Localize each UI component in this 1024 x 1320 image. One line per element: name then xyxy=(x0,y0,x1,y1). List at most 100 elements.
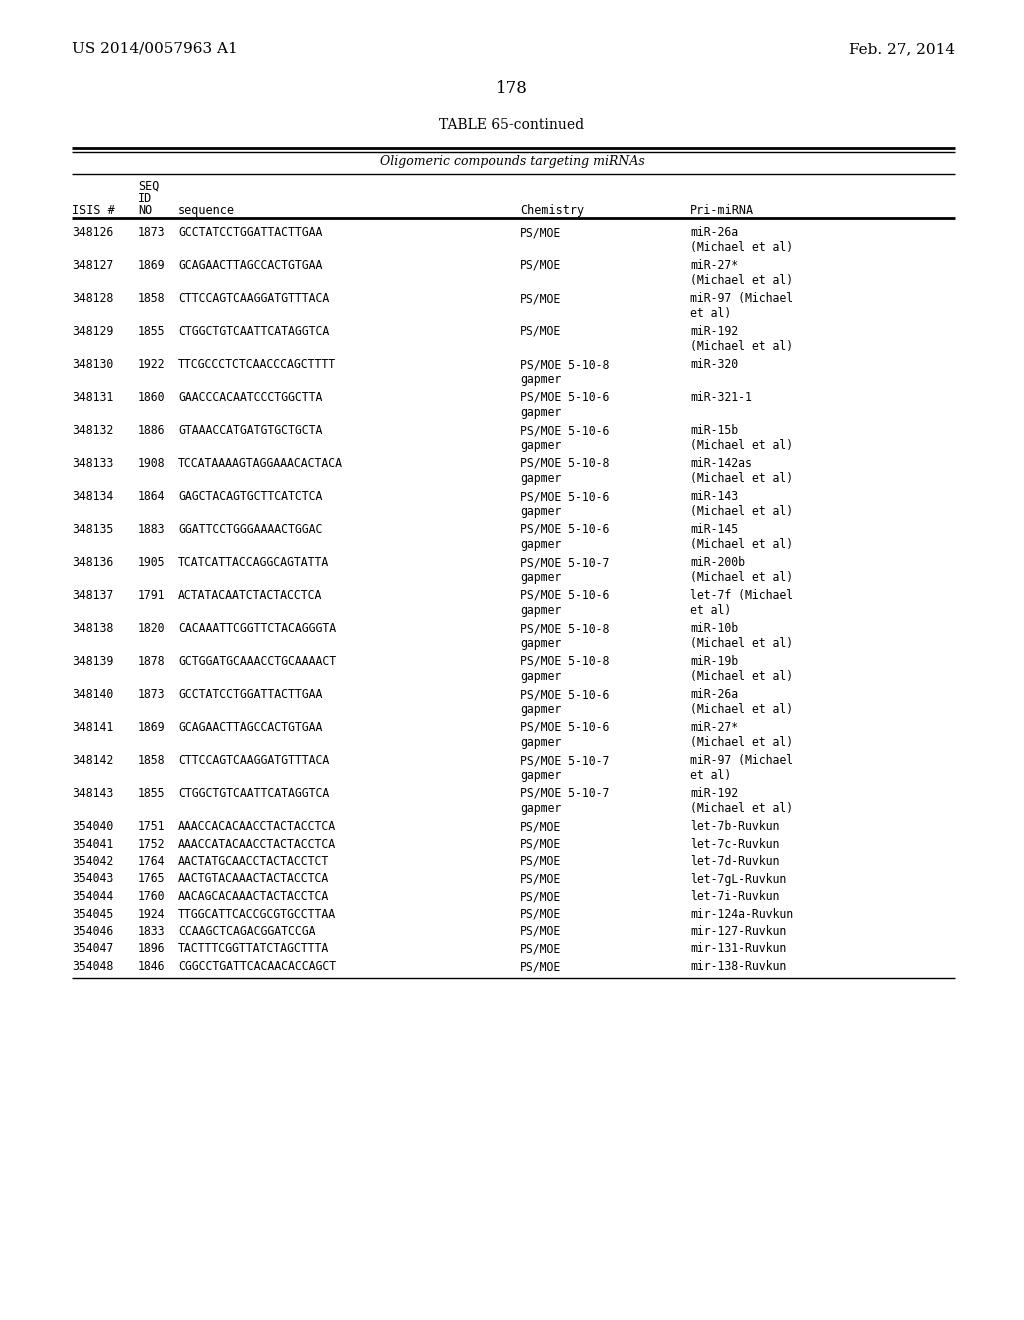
Text: PS/MOE 5-10-6
gapmer: PS/MOE 5-10-6 gapmer xyxy=(520,688,609,715)
Text: 1752: 1752 xyxy=(138,837,166,850)
Text: miR-26a
(Michael et al): miR-26a (Michael et al) xyxy=(690,226,794,253)
Text: PS/MOE 5-10-6
gapmer: PS/MOE 5-10-6 gapmer xyxy=(520,721,609,748)
Text: Feb. 27, 2014: Feb. 27, 2014 xyxy=(849,42,955,55)
Text: 348141: 348141 xyxy=(72,721,114,734)
Text: PS/MOE: PS/MOE xyxy=(520,908,561,920)
Text: GCAGAACTTAGCCACTGTGAA: GCAGAACTTAGCCACTGTGAA xyxy=(178,721,323,734)
Text: mir-124a-Ruvkun: mir-124a-Ruvkun xyxy=(690,908,794,920)
Text: AACTATGCAACCTACTACCTCT: AACTATGCAACCTACTACCTCT xyxy=(178,855,330,869)
Text: PS/MOE: PS/MOE xyxy=(520,837,561,850)
Text: 1869: 1869 xyxy=(138,259,166,272)
Text: GTAAACCATGATGTGCTGCTA: GTAAACCATGATGTGCTGCTA xyxy=(178,424,323,437)
Text: AACTGTACAAACTACTACCTCA: AACTGTACAAACTACTACCTCA xyxy=(178,873,330,886)
Text: PS/MOE 5-10-6
gapmer: PS/MOE 5-10-6 gapmer xyxy=(520,391,609,418)
Text: 1791: 1791 xyxy=(138,589,166,602)
Text: 1905: 1905 xyxy=(138,556,166,569)
Text: 354041: 354041 xyxy=(72,837,114,850)
Text: 1878: 1878 xyxy=(138,655,166,668)
Text: 1896: 1896 xyxy=(138,942,166,956)
Text: 348132: 348132 xyxy=(72,424,114,437)
Text: 348139: 348139 xyxy=(72,655,114,668)
Text: miR-143
(Michael et al): miR-143 (Michael et al) xyxy=(690,490,794,517)
Text: 348143: 348143 xyxy=(72,787,114,800)
Text: miR-27*
(Michael et al): miR-27* (Michael et al) xyxy=(690,721,794,748)
Text: 354042: 354042 xyxy=(72,855,114,869)
Text: CTGGCTGTCAATTCATAGGTCA: CTGGCTGTCAATTCATAGGTCA xyxy=(178,325,330,338)
Text: AAACCATACAACCTACTACCTCA: AAACCATACAACCTACTACCTCA xyxy=(178,837,336,850)
Text: miR-97 (Michael
et al): miR-97 (Michael et al) xyxy=(690,292,794,319)
Text: PS/MOE: PS/MOE xyxy=(520,292,561,305)
Text: NO: NO xyxy=(138,205,153,216)
Text: 1873: 1873 xyxy=(138,688,166,701)
Text: Oligomeric compounds targeting miRNAs: Oligomeric compounds targeting miRNAs xyxy=(380,154,644,168)
Text: 348128: 348128 xyxy=(72,292,114,305)
Text: PS/MOE 5-10-7
gapmer: PS/MOE 5-10-7 gapmer xyxy=(520,556,609,583)
Text: PS/MOE 5-10-6
gapmer: PS/MOE 5-10-6 gapmer xyxy=(520,589,609,616)
Text: 348135: 348135 xyxy=(72,523,114,536)
Text: 354045: 354045 xyxy=(72,908,114,920)
Text: let-7f (Michael
et al): let-7f (Michael et al) xyxy=(690,589,794,616)
Text: 348142: 348142 xyxy=(72,754,114,767)
Text: 354046: 354046 xyxy=(72,925,114,939)
Text: CTTCCAGTCAAGGATGTTTACA: CTTCCAGTCAAGGATGTTTACA xyxy=(178,754,330,767)
Text: 348137: 348137 xyxy=(72,589,114,602)
Text: 354048: 354048 xyxy=(72,960,114,973)
Text: PS/MOE: PS/MOE xyxy=(520,855,561,869)
Text: 354044: 354044 xyxy=(72,890,114,903)
Text: 354043: 354043 xyxy=(72,873,114,886)
Text: 1833: 1833 xyxy=(138,925,166,939)
Text: miR-320: miR-320 xyxy=(690,358,738,371)
Text: CCAAGCTCAGACGGATCCGA: CCAAGCTCAGACGGATCCGA xyxy=(178,925,315,939)
Text: mir-138-Ruvkun: mir-138-Ruvkun xyxy=(690,960,786,973)
Text: 348131: 348131 xyxy=(72,391,114,404)
Text: GCCTATCCTGGATTACTTGAA: GCCTATCCTGGATTACTTGAA xyxy=(178,226,323,239)
Text: PS/MOE 5-10-7
gapmer: PS/MOE 5-10-7 gapmer xyxy=(520,754,609,781)
Text: 354047: 354047 xyxy=(72,942,114,956)
Text: PS/MOE 5-10-8
gapmer: PS/MOE 5-10-8 gapmer xyxy=(520,622,609,649)
Text: 1760: 1760 xyxy=(138,890,166,903)
Text: sequence: sequence xyxy=(178,205,234,216)
Text: ID: ID xyxy=(138,191,153,205)
Text: CACAAATTCGGTTCTACAGGGTA: CACAAATTCGGTTCTACAGGGTA xyxy=(178,622,336,635)
Text: let-7d-Ruvkun: let-7d-Ruvkun xyxy=(690,855,779,869)
Text: miR-27*
(Michael et al): miR-27* (Michael et al) xyxy=(690,259,794,286)
Text: 1864: 1864 xyxy=(138,490,166,503)
Text: PS/MOE: PS/MOE xyxy=(520,925,561,939)
Text: PS/MOE 5-10-6
gapmer: PS/MOE 5-10-6 gapmer xyxy=(520,490,609,517)
Text: SEQ: SEQ xyxy=(138,180,160,193)
Text: miR-19b
(Michael et al): miR-19b (Michael et al) xyxy=(690,655,794,682)
Text: let-7i-Ruvkun: let-7i-Ruvkun xyxy=(690,890,779,903)
Text: 348136: 348136 xyxy=(72,556,114,569)
Text: 1869: 1869 xyxy=(138,721,166,734)
Text: PS/MOE: PS/MOE xyxy=(520,960,561,973)
Text: PS/MOE 5-10-7
gapmer: PS/MOE 5-10-7 gapmer xyxy=(520,787,609,814)
Text: Pri-miRNA: Pri-miRNA xyxy=(690,205,754,216)
Text: AAACCACACAACCTACTACCTCA: AAACCACACAACCTACTACCTCA xyxy=(178,820,336,833)
Text: 348138: 348138 xyxy=(72,622,114,635)
Text: 1924: 1924 xyxy=(138,908,166,920)
Text: GCAGAACTTAGCCACTGTGAA: GCAGAACTTAGCCACTGTGAA xyxy=(178,259,323,272)
Text: US 2014/0057963 A1: US 2014/0057963 A1 xyxy=(72,42,238,55)
Text: 1765: 1765 xyxy=(138,873,166,886)
Text: 178: 178 xyxy=(496,81,528,96)
Text: GCCTATCCTGGATTACTTGAA: GCCTATCCTGGATTACTTGAA xyxy=(178,688,323,701)
Text: 1886: 1886 xyxy=(138,424,166,437)
Text: TACTTTCGGTTATCTAGCTTTA: TACTTTCGGTTATCTAGCTTTA xyxy=(178,942,330,956)
Text: 354040: 354040 xyxy=(72,820,114,833)
Text: 1922: 1922 xyxy=(138,358,166,371)
Text: miR-145
(Michael et al): miR-145 (Michael et al) xyxy=(690,523,794,550)
Text: miR-26a
(Michael et al): miR-26a (Michael et al) xyxy=(690,688,794,715)
Text: TTGGCATTCACCGCGTGCCTTAA: TTGGCATTCACCGCGTGCCTTAA xyxy=(178,908,336,920)
Text: PS/MOE 5-10-8
gapmer: PS/MOE 5-10-8 gapmer xyxy=(520,457,609,484)
Text: let-7c-Ruvkun: let-7c-Ruvkun xyxy=(690,837,779,850)
Text: PS/MOE: PS/MOE xyxy=(520,890,561,903)
Text: miR-200b
(Michael et al): miR-200b (Michael et al) xyxy=(690,556,794,583)
Text: GCTGGATGCAAACCTGCAAAACT: GCTGGATGCAAACCTGCAAAACT xyxy=(178,655,336,668)
Text: ISIS #: ISIS # xyxy=(72,205,115,216)
Text: 1883: 1883 xyxy=(138,523,166,536)
Text: CGGCCTGATTCACAACACCAGCT: CGGCCTGATTCACAACACCAGCT xyxy=(178,960,336,973)
Text: TCCATAAAAGTAGGAAACACTACA: TCCATAAAAGTAGGAAACACTACA xyxy=(178,457,343,470)
Text: 348140: 348140 xyxy=(72,688,114,701)
Text: 1855: 1855 xyxy=(138,325,166,338)
Text: PS/MOE: PS/MOE xyxy=(520,325,561,338)
